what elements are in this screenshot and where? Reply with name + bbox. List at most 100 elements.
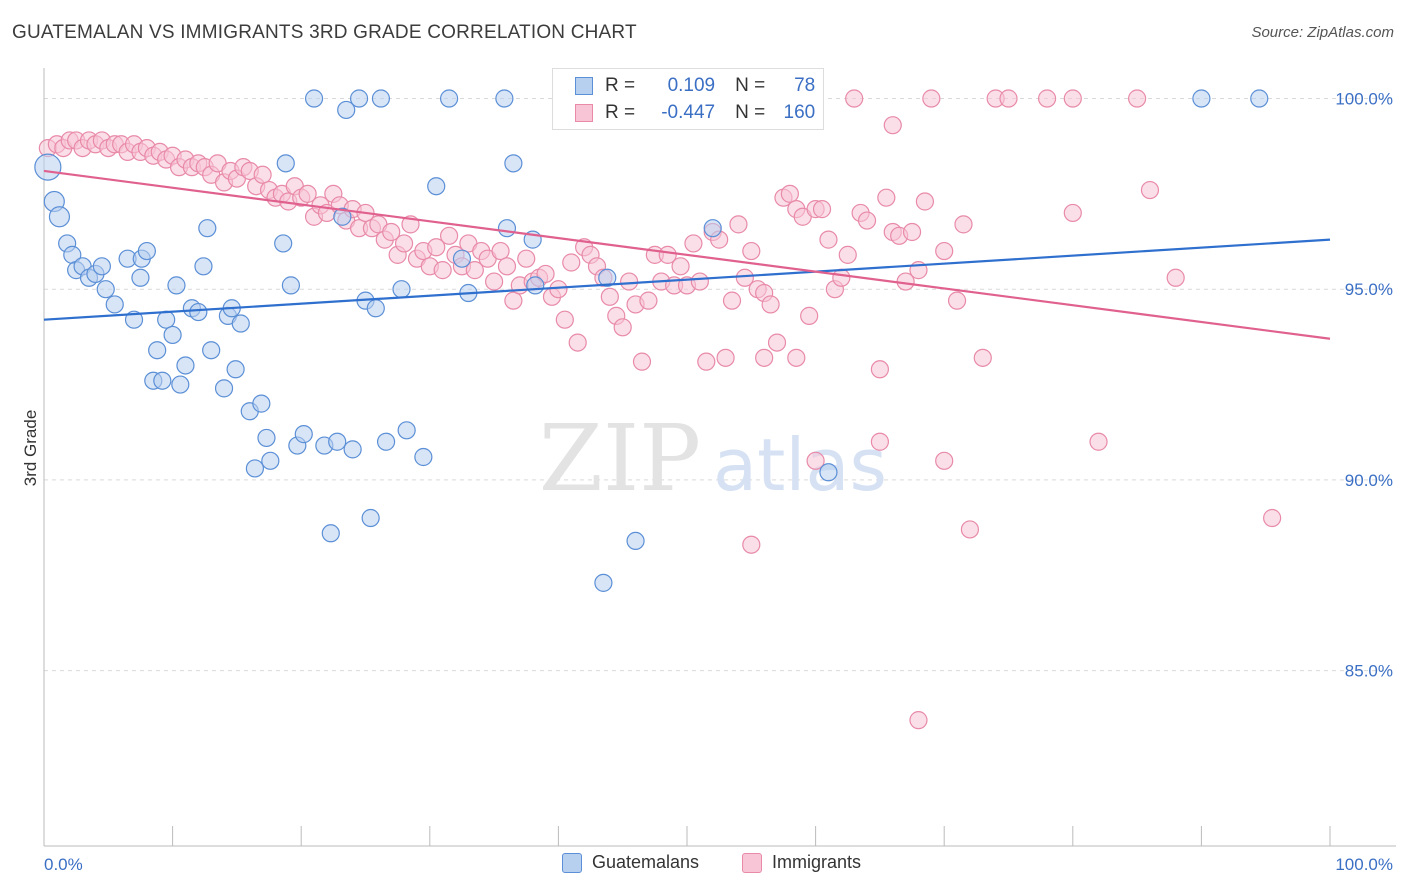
point-immigrants [549,280,568,299]
point-immigrants [298,184,317,203]
point-immigrants [433,261,452,280]
n-value: 160 [783,102,816,123]
point-guatemalans [157,310,176,329]
tick-labels: 85.0% 90.0% 95.0% 100.0% 0.0% 100.0% [44,90,1393,874]
legend-row-guatemalans: R = 0.109 N = 78 [575,73,815,99]
point-immigrants [838,245,857,264]
point-immigrants [1037,89,1057,108]
point-immigrants [729,215,748,234]
point-guatemalans [131,268,150,287]
legend-item-immigrants[interactable]: Immigrants [742,852,861,873]
point-immigrants [909,711,928,730]
point-immigrants [902,222,922,242]
r-value: 0.109 [667,75,716,96]
point-guatemalans [371,89,391,108]
point-guatemalans [397,421,416,440]
point-immigrants [767,333,787,352]
point-guatemalans [819,463,838,482]
point-immigrants [1063,89,1082,108]
point-immigrants [1263,508,1282,528]
point-guatemalans [1192,89,1211,108]
point-immigrants [491,241,510,261]
point-guatemalans [452,249,472,268]
series-guatemalans [34,89,1269,592]
point-immigrants [960,520,980,539]
point-guatemalans [202,341,221,360]
watermark: ZIP atlas [539,405,887,512]
point-immigrants [394,234,414,253]
point-guatemalans [252,394,271,413]
point-immigrants [1063,203,1082,223]
point-immigrants [517,249,536,268]
point-guatemalans [439,89,459,108]
point-guatemalans [274,234,293,253]
point-guatemalans [176,356,195,375]
trend-line-guatemalans [43,238,1331,321]
point-immigrants [253,165,272,184]
point-guatemalans [153,371,172,390]
grid-lines [44,98,1396,672]
point-guatemalans [1250,89,1269,108]
point-immigrants [382,222,401,242]
series-immigrants [38,89,1282,730]
x-tick-label: 100.0% [1335,855,1393,874]
point-immigrants [485,272,504,291]
x-tick-label: 0.0% [44,855,83,874]
point-guatemalans [148,341,167,360]
point-immigrants [555,310,574,329]
point-immigrants [600,287,619,306]
point-guatemalans [198,219,217,238]
point-guatemalans [92,257,111,276]
point-guatemalans [366,299,385,318]
point-immigrants [954,215,973,234]
point-guatemalans [231,314,250,333]
point-guatemalans [497,219,517,238]
point-guatemalans [626,531,645,551]
point-guatemalans [163,325,182,345]
point-guatemalans [137,241,156,261]
point-guatemalans [349,89,369,108]
point-immigrants [819,230,838,249]
point-immigrants [877,188,896,207]
point-guatemalans [189,302,208,322]
point-guatemalans [427,177,446,196]
point-guatemalans [226,360,245,379]
point-guatemalans [34,153,62,181]
point-guatemalans [703,219,722,238]
point-guatemalans [321,524,340,543]
point-immigrants [742,535,761,554]
trend-line-immigrants [43,169,1331,340]
point-immigrants [497,257,517,276]
axes [43,68,1396,847]
y-tick-label: 90.0% [1345,471,1393,490]
correlation-legend: R = 0.109 N = 78 R = -0.447 N = 160 [552,68,824,130]
point-guatemalans [333,207,352,226]
point-guatemalans [261,451,280,470]
point-guatemalans [167,276,186,295]
point-immigrants [658,245,677,264]
point-immigrants [716,348,735,367]
point-immigrants [671,257,690,276]
point-guatemalans [337,100,356,120]
point-immigrants [697,352,716,371]
point-guatemalans [245,459,265,478]
point-immigrants [832,268,851,287]
chart-source: Source: ZipAtlas.com [1251,24,1394,41]
point-immigrants [613,318,632,337]
point-immigrants [870,360,890,379]
point-immigrants [1166,268,1185,287]
point-guatemalans [105,295,124,314]
y-tick-label: 85.0% [1345,662,1393,681]
point-guatemalans [392,280,411,299]
point-immigrants [1127,89,1147,108]
point-guatemalans [361,508,380,528]
y-tick-label: 95.0% [1345,280,1393,299]
point-immigrants [1140,180,1160,200]
watermark-atlas: atlas [713,423,887,507]
point-immigrants [722,291,742,310]
legend-item-guatemalans[interactable]: Guatemalans [562,852,699,873]
n-label: N = [735,102,766,123]
point-guatemalans [304,89,324,108]
point-guatemalans [276,154,295,173]
point-immigrants [857,211,877,230]
